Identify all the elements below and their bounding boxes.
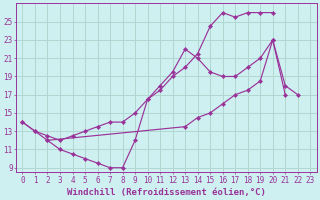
X-axis label: Windchill (Refroidissement éolien,°C): Windchill (Refroidissement éolien,°C) [67, 188, 266, 197]
